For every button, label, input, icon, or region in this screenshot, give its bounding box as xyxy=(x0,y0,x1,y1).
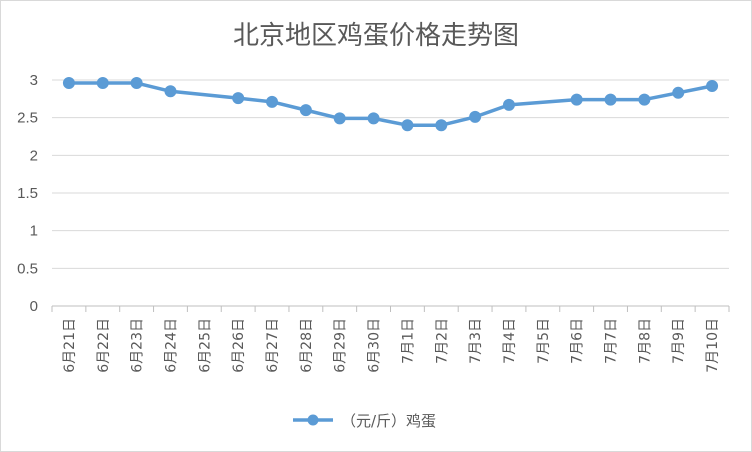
data-point xyxy=(299,104,312,117)
x-tick-label: 7月9日 xyxy=(671,318,687,364)
data-point xyxy=(164,85,177,98)
legend-label: （元/斤）鸡蛋 xyxy=(341,412,436,430)
series-layer xyxy=(62,77,719,132)
chart-title: 北京地区鸡蛋价格走势图 xyxy=(233,21,519,51)
data-point xyxy=(96,77,109,90)
x-axis-ticks: 6月21日 6月22日 6月23日 6月24日 6月25日 6月26日 6月27日 6月28日… xyxy=(51,306,730,373)
legend-marker xyxy=(307,414,319,426)
x-tick-label: 7月7日 xyxy=(604,318,620,364)
data-point xyxy=(638,93,651,106)
x-tick-label: 6月26日 xyxy=(231,318,247,373)
data-point xyxy=(570,93,583,106)
x-tick-label: 6月29日 xyxy=(333,318,349,373)
data-point xyxy=(130,77,143,90)
y-tick-label: 1.5 xyxy=(17,185,38,202)
data-point xyxy=(706,80,719,93)
x-tick-label: 7月5日 xyxy=(536,318,552,364)
x-tick-label: 6月27日 xyxy=(265,318,281,373)
y-tick-label: 2.5 xyxy=(17,110,38,127)
x-tick-label: 6月30日 xyxy=(367,318,383,373)
x-tick-label: 7月8日 xyxy=(637,318,653,364)
data-point xyxy=(333,112,346,125)
x-tick-label: 6月23日 xyxy=(130,318,146,373)
data-point xyxy=(672,86,685,99)
y-tick-label: 2 xyxy=(30,147,38,164)
data-point xyxy=(266,95,279,108)
x-tick-label: 6月28日 xyxy=(299,318,315,373)
x-tick-label: 7月1日 xyxy=(400,318,416,364)
data-point xyxy=(435,119,448,132)
x-tick-label: 7月6日 xyxy=(570,318,586,364)
y-tick-label: 3 xyxy=(30,72,38,89)
x-tick-label: 7月4日 xyxy=(502,318,518,364)
y-axis-ticks: 0 0.5 1 1.5 2 2.5 3 xyxy=(17,72,38,315)
data-point xyxy=(502,98,515,111)
x-tick-label: 7月3日 xyxy=(468,318,484,364)
grid-lines xyxy=(52,79,729,307)
y-tick-label: 0.5 xyxy=(17,260,38,277)
data-point xyxy=(401,119,414,132)
data-point xyxy=(232,92,245,105)
x-tick-label: 6月24日 xyxy=(163,318,179,373)
x-tick-label: 6月21日 xyxy=(62,318,78,373)
data-point xyxy=(604,93,617,106)
data-point xyxy=(367,112,380,125)
legend: （元/斤）鸡蛋 xyxy=(293,412,436,430)
x-tick-label: 6月25日 xyxy=(197,318,213,373)
x-tick-label: 6月22日 xyxy=(96,318,112,373)
x-tick-label: 7月2日 xyxy=(434,318,450,364)
x-tick-label: 7月10日 xyxy=(705,318,721,373)
data-point xyxy=(62,77,75,90)
y-tick-label: 0 xyxy=(30,298,38,315)
y-tick-label: 1 xyxy=(30,223,38,240)
data-point xyxy=(469,110,482,123)
